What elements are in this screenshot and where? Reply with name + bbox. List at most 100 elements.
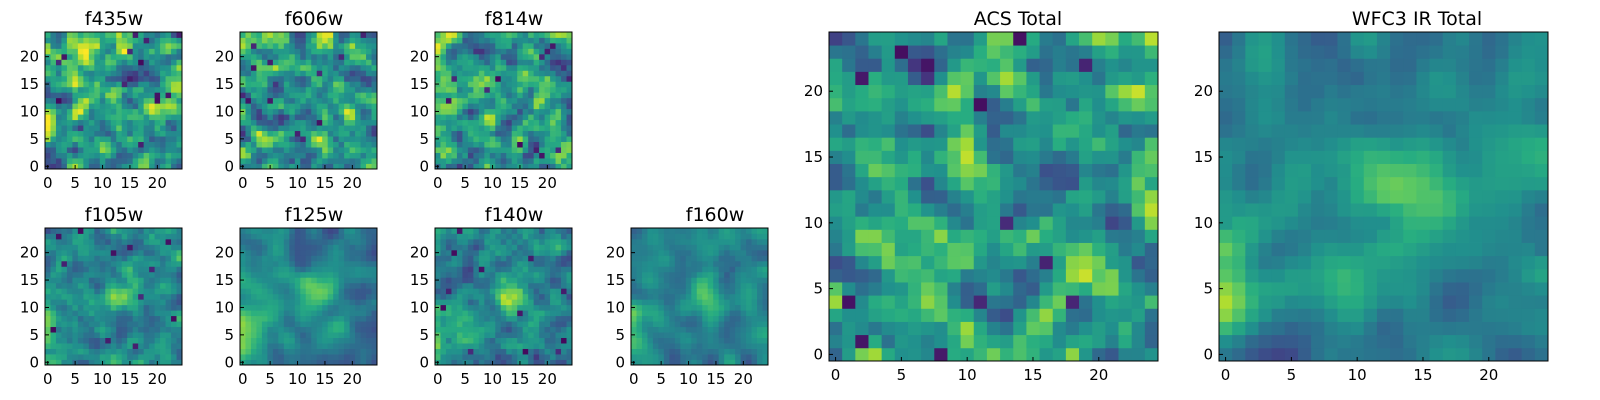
heatmap-cell: [77, 348, 84, 355]
heatmap-cell: [467, 255, 474, 262]
heatmap-cell: [355, 53, 361, 60]
heatmap-cell: [960, 321, 975, 336]
heatmap-cell: [561, 326, 567, 333]
heatmap-cell: [77, 244, 84, 251]
heatmap-cell: [506, 114, 513, 121]
heatmap-cell: [245, 228, 252, 234]
heatmap-cell: [489, 75, 496, 82]
heatmap-cell: [289, 141, 296, 148]
heatmap-cell: [555, 255, 562, 262]
heatmap-cell: [467, 70, 474, 77]
heatmap-cell: [674, 299, 681, 306]
heatmap-cell: [327, 152, 334, 159]
heatmap-cell: [641, 315, 648, 322]
heatmap-cell: [77, 228, 84, 234]
heatmap-cell: [143, 37, 150, 44]
heatmap-cell: [366, 271, 372, 278]
heatmap-cell: [294, 244, 301, 251]
heatmap-cell: [83, 304, 90, 311]
heatmap-cell: [311, 32, 318, 38]
heatmap-cell: [171, 238, 177, 245]
heatmap-cell: [1039, 216, 1054, 230]
heatmap-cell: [718, 332, 725, 338]
heatmap-cell: [533, 136, 540, 142]
heatmap-cell: [316, 271, 323, 278]
heatmap-cell: [445, 304, 452, 311]
heatmap-cell: [110, 130, 117, 137]
heatmap-cell: [110, 42, 117, 49]
heatmap-cell: [176, 326, 183, 333]
heatmap-cell: [718, 228, 725, 234]
heatmap-cell: [680, 304, 687, 311]
heatmap-cell: [680, 244, 687, 251]
heatmap-cell: [1131, 308, 1146, 322]
heatmap-cell: [462, 238, 469, 245]
heatmap-cell: [305, 359, 312, 366]
heatmap-cell: [333, 32, 340, 38]
heatmap-cell: [116, 249, 123, 256]
heatmap-cell: [289, 354, 296, 360]
heatmap-cell: [61, 114, 68, 121]
heatmap-cell: [366, 255, 372, 262]
heatmap-cell: [360, 299, 367, 306]
heatmap-cell: [327, 42, 334, 49]
heatmap-cell: [986, 229, 1001, 243]
heatmap-cell: [61, 147, 68, 153]
heatmap-cell: [349, 266, 356, 273]
heatmap-cell: [300, 86, 307, 93]
heatmap-cell: [316, 86, 323, 93]
heatmap-cell: [636, 238, 643, 245]
heatmap-cell: [250, 326, 257, 333]
heatmap-cell: [245, 108, 252, 115]
heatmap-cell: [881, 334, 896, 349]
heatmap-cell: [986, 334, 1001, 349]
heatmap-cell: [322, 255, 329, 262]
heatmap-cell: [311, 238, 318, 245]
heatmap-cell: [544, 249, 551, 256]
heatmap-cell: [506, 293, 513, 300]
heatmap-cell: [647, 299, 654, 306]
heatmap-cell: [934, 282, 948, 296]
heatmap-cell: [440, 337, 447, 344]
heatmap-cell: [116, 260, 123, 267]
heatmap-cell: [261, 343, 268, 349]
heatmap-cell: [322, 37, 329, 44]
heatmap-cell: [132, 114, 139, 121]
heatmap-cell: [305, 48, 312, 55]
heatmap-cell: [539, 163, 545, 170]
heatmap-cell: [528, 238, 535, 245]
heatmap-cell: [360, 103, 367, 110]
heatmap-cell: [440, 304, 447, 311]
heatmap-cell: [467, 271, 474, 278]
heatmap-cell: [50, 136, 57, 142]
heatmap-cell: [533, 326, 540, 333]
heatmap-cell: [445, 354, 452, 360]
heatmap-cell: [344, 119, 350, 126]
heatmap-cell: [165, 37, 172, 44]
heatmap-cell: [256, 326, 263, 333]
heatmap-cell: [294, 354, 301, 360]
heatmap-cell: [746, 304, 752, 311]
heatmap-cell: [718, 321, 725, 328]
heatmap-cell: [127, 299, 134, 306]
heatmap-cell: [88, 233, 95, 240]
heatmap-cell: [467, 326, 474, 333]
heatmap-cell: [366, 147, 372, 153]
heatmap-cell: [45, 260, 51, 267]
heatmap-cell: [746, 321, 752, 328]
heatmap-cell: [132, 282, 139, 289]
heatmap-cell: [478, 271, 485, 278]
heatmap-cell: [333, 147, 340, 153]
heatmap-cell: [83, 70, 90, 77]
heatmap-cell: [561, 293, 567, 300]
heatmap-cell: [88, 310, 95, 317]
heatmap-cell: [77, 260, 84, 267]
heatmap-cell: [451, 103, 458, 110]
heatmap-cell: [171, 103, 177, 110]
heatmap-cell: [680, 266, 687, 273]
heatmap-cell: [138, 354, 145, 360]
heatmap-cell: [294, 299, 301, 306]
heatmap-cell: [83, 244, 90, 251]
heatmap-cell: [240, 354, 246, 360]
heatmap-cell: [121, 48, 128, 55]
